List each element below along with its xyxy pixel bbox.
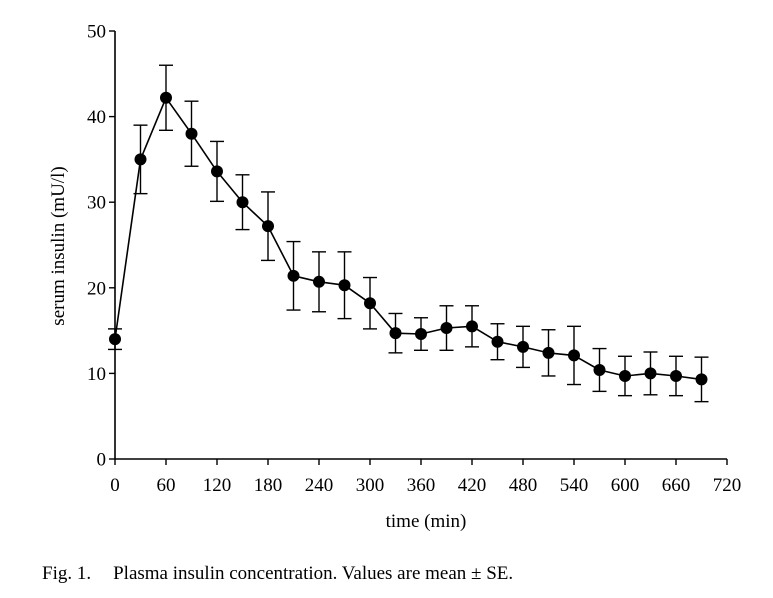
y-tick-label: 30: [87, 193, 106, 214]
data-point: [364, 297, 376, 310]
data-point: [185, 127, 198, 140]
x-tick-label: 0: [110, 475, 120, 496]
x-tick-label: 120: [203, 475, 232, 496]
data-point: [491, 335, 504, 348]
data-point: [134, 153, 147, 166]
data-point: [670, 369, 682, 382]
x-axis-label: time (min): [386, 511, 467, 532]
data-point: [695, 373, 708, 386]
data-point: [287, 269, 300, 282]
figure-caption: Fig. 1. Plasma insulin concentration. Val…: [42, 563, 513, 585]
insulin-chart: 0 10 20 30 40 50 0 60 120 180 240 300 360 420 480 540 6…: [48, 22, 742, 533]
x-tick-label: 240: [305, 475, 334, 496]
x-tick-label: 420: [458, 475, 487, 496]
figure-caption-label: Fig. 1.: [42, 563, 92, 584]
data-point: [619, 369, 631, 382]
data-point: [542, 346, 555, 359]
x-tick-label: 660: [662, 475, 691, 496]
data-point: [415, 328, 427, 341]
x-tick-label: 180: [254, 475, 283, 496]
data-point: [440, 322, 453, 335]
y-tick-label: 40: [87, 107, 106, 128]
x-tick-label: 600: [611, 475, 640, 496]
x-tick-label: 60: [157, 475, 176, 496]
data-point: [389, 327, 402, 340]
plot-area: [108, 64, 709, 403]
data-point: [568, 349, 580, 362]
y-tick-label: 50: [87, 22, 106, 43]
y-axis-label: serum insulin (mU/l): [48, 166, 69, 325]
x-tick-label: 360: [407, 475, 436, 496]
data-point: [338, 279, 351, 292]
y-tick-label: 20: [87, 278, 106, 299]
y-axis: 0 10 20 30 40 50: [87, 22, 116, 471]
data-point: [160, 91, 172, 104]
x-axis: 0 60 120 180 240 300 360 420 480 540 600 660 720: [110, 458, 742, 496]
data-point: [517, 340, 529, 353]
x-tick-label: 720: [713, 475, 742, 496]
data-point: [466, 320, 478, 333]
x-tick-label: 300: [356, 475, 385, 496]
data-point: [644, 367, 657, 380]
x-tick-label: 480: [509, 475, 538, 496]
series-line: [114, 97, 702, 381]
data-point: [236, 196, 249, 209]
data-point: [211, 165, 223, 178]
data-point: [262, 220, 274, 233]
figure-caption-text: Plasma insulin concentration. Values are…: [113, 563, 514, 584]
y-tick-label: 0: [97, 450, 107, 471]
data-point: [313, 275, 325, 288]
x-tick-label: 540: [560, 475, 589, 496]
data-point: [593, 363, 606, 376]
y-tick-label: 10: [87, 364, 106, 385]
data-point: [109, 333, 121, 346]
